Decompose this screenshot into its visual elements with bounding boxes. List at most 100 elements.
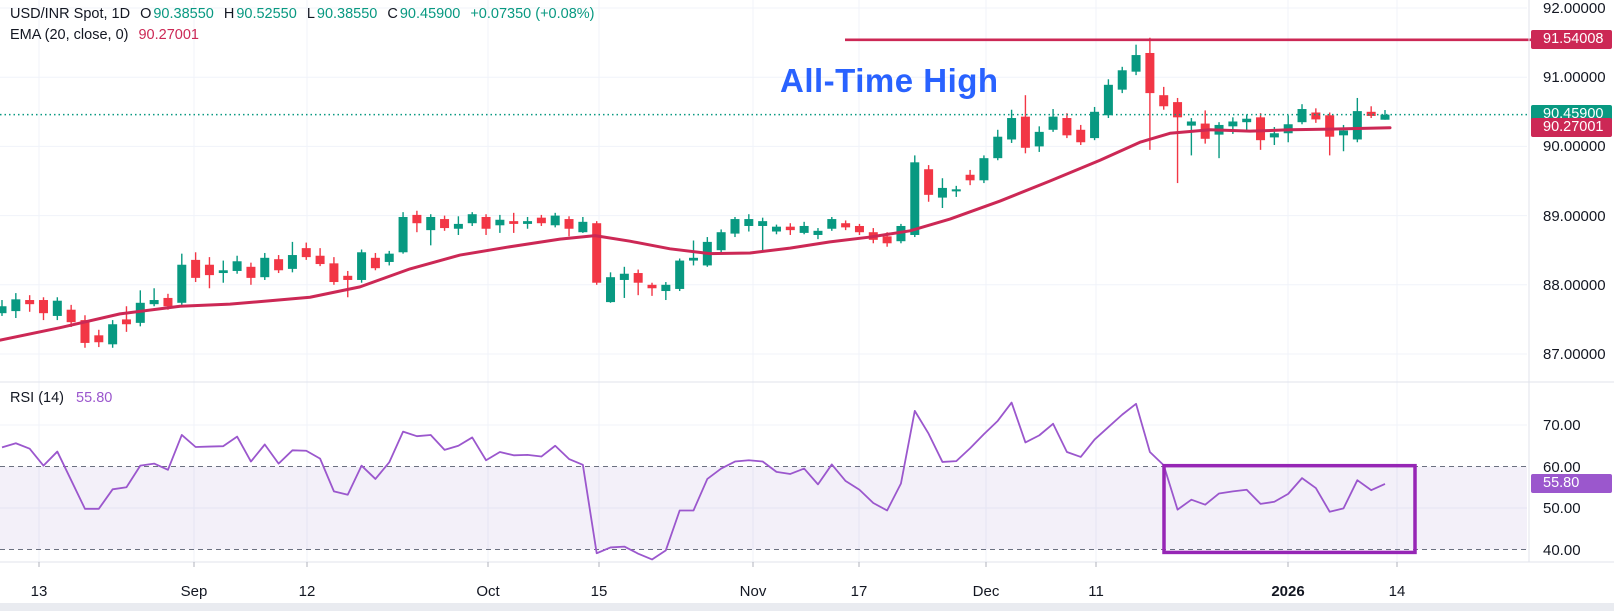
candle-body (1090, 111, 1100, 139)
chart-legend: USD/INR Spot, 1D O 90.38550 H 90.52550 L 90… (10, 4, 595, 46)
ohlc-high: H 90.52550 (223, 6, 297, 22)
ema-line (0, 126, 1392, 342)
candle-body (384, 253, 394, 262)
candle-body (301, 248, 311, 258)
candle-body (1325, 115, 1335, 137)
candle-body (675, 260, 685, 289)
candle-body (121, 319, 131, 325)
candle-body (523, 221, 533, 224)
candle-body (440, 219, 450, 229)
candle-body (744, 219, 754, 226)
rsi-band (0, 466, 1527, 550)
candle-body (357, 252, 367, 280)
price-axis-label: 90.00000 (1543, 138, 1606, 156)
time-axis-label-12: 12 (298, 583, 316, 600)
candle-body (854, 225, 864, 233)
candle-body (426, 216, 436, 231)
candle-body (1076, 129, 1086, 143)
time-axis-label-14: 14 (1388, 583, 1406, 600)
candle-body (661, 284, 671, 292)
candle-body (52, 300, 62, 316)
candle-body (827, 219, 837, 229)
candle-body (1048, 116, 1058, 130)
rsi-axis-label: 60.00 (1543, 458, 1581, 476)
candle-body (813, 230, 823, 235)
price-axis-label: 89.00000 (1543, 207, 1606, 225)
rsi-indicator-value: 55.80 (76, 390, 113, 406)
candle-body (1117, 70, 1127, 90)
candle-body (1103, 84, 1113, 116)
time-axis-label-sep: Sep (180, 583, 208, 600)
candle-body (619, 273, 629, 280)
candle-body (1352, 111, 1362, 140)
candle-body (633, 273, 643, 283)
candle-body (1297, 109, 1307, 123)
candle-body (1159, 95, 1169, 107)
candle-body (1242, 118, 1252, 123)
ema-indicator-label[interactable]: EMA (20, close, 0) (10, 27, 129, 43)
candle-body (882, 236, 892, 244)
candle-body (1256, 117, 1266, 141)
candle-body (315, 255, 325, 265)
candle-body (260, 257, 270, 278)
candle-body (592, 223, 602, 283)
candle-body (80, 320, 90, 343)
rsi-axis-label: 50.00 (1543, 500, 1581, 517)
candle-body (1228, 121, 1238, 127)
time-axis-label-2026: 2026 (1271, 583, 1305, 600)
rsi-line (1, 401, 1386, 561)
rsi-indicator-label[interactable]: RSI (14) (10, 390, 64, 406)
candle-body (550, 215, 560, 226)
ema-indicator-row: EMA (20, close, 0) 90.27001 (10, 25, 595, 46)
ath-price-badge: 91.54008 (1531, 30, 1612, 50)
all-time-high-annotation[interactable]: All-Time High (780, 62, 999, 99)
ohlc-close: C 90.45900 (387, 6, 461, 22)
candle-body (108, 324, 118, 345)
candle-body (689, 257, 698, 261)
bottom-edge-strip (0, 603, 1614, 611)
candle-body (647, 284, 657, 289)
candle-body (1034, 131, 1044, 147)
candle-body (910, 162, 920, 235)
candle-body (758, 221, 768, 226)
candle-body (232, 261, 242, 271)
rsi-axis-label: 70.00 (1543, 417, 1581, 434)
candle-body (1062, 118, 1072, 136)
candle-body (204, 264, 214, 276)
candle-body (149, 300, 159, 305)
candle-body (1020, 116, 1030, 148)
candle-body (287, 255, 297, 269)
candle-body (993, 136, 1003, 159)
candle-body (951, 189, 961, 192)
candle-body (1269, 133, 1279, 138)
ohlc-open: O 90.38550 (140, 6, 214, 22)
symbol-title[interactable]: USD/INR Spot, 1D (10, 6, 131, 22)
candle-body (343, 275, 353, 280)
candle-body (1186, 121, 1196, 126)
time-axis-label-15: 15 (590, 583, 608, 600)
candle-body (467, 214, 477, 224)
candle-body (1366, 111, 1376, 116)
time-axis-label-dec: Dec (972, 583, 1000, 600)
candle-body (38, 300, 48, 314)
candle-body (965, 174, 975, 181)
candle-body (536, 217, 546, 224)
candle-body (716, 232, 726, 251)
candle-body (246, 266, 256, 278)
candle-body (509, 221, 519, 224)
candle-body (730, 219, 740, 234)
change-value: +0.07350 (+0.08%) (470, 6, 595, 22)
candle-body (979, 158, 989, 181)
candle-body (578, 221, 588, 233)
candle-body (495, 219, 505, 226)
ema-price-badge: 90.27001 (1531, 118, 1612, 138)
rsi-legend: RSI (14) 55.80 (10, 390, 112, 406)
candle-body (329, 263, 339, 283)
rsi-axis-label: 40.00 (1543, 541, 1581, 559)
candle-body (1145, 52, 1155, 94)
candle-body (1173, 102, 1183, 118)
rsi-value-badge: 55.80 (1531, 474, 1612, 494)
candle-body (412, 214, 422, 224)
